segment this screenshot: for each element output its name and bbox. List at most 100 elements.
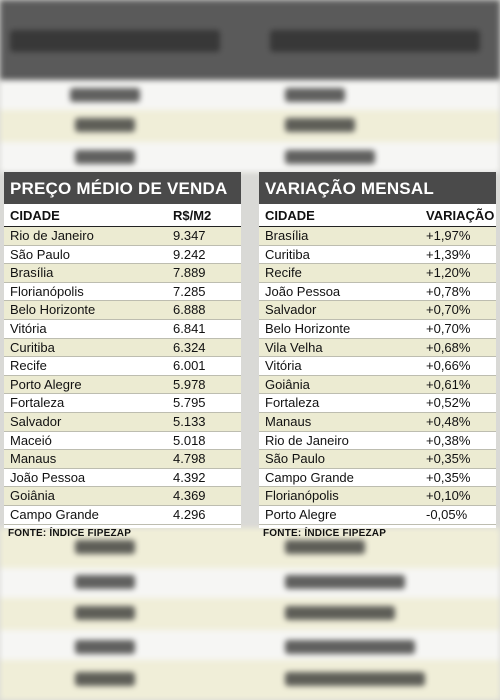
city-cell: Vitória [265, 358, 302, 374]
value-cell: -0,05% [426, 506, 468, 522]
city-cell: Brasília [10, 265, 54, 281]
city-cell: Brasília [265, 228, 309, 243]
city-cell: Manaus [10, 451, 57, 467]
table-row: Fortaleza +0,52% [259, 394, 496, 413]
price-table-header: CIDADE R$/M2 [4, 204, 241, 227]
table-row: Porto Alegre 5.978 [4, 375, 241, 395]
table-row: Manaus 4.798 [4, 450, 241, 469]
value-cell: 7.889 [173, 265, 206, 281]
value-cell: 5.795 [173, 395, 206, 411]
table-row: Maceió 5.018 [4, 431, 241, 451]
value-cell: 6.324 [173, 339, 206, 355]
value-cell: +0,66% [426, 358, 471, 374]
city-column-header: CIDADE [10, 208, 60, 223]
value-cell: 5.018 [173, 432, 206, 448]
value-cell: +0,78% [426, 283, 471, 299]
value-cell: 6.001 [173, 358, 206, 374]
city-cell: Manaus [265, 413, 312, 429]
value-cell: 6.888 [173, 302, 206, 318]
variation-table-title: VARIAÇÃO MENSAL [259, 172, 496, 204]
city-cell: São Paulo [10, 246, 70, 262]
table-row: Vitória +0,66% [259, 357, 496, 376]
city-cell: Vitória [10, 320, 47, 336]
city-cell: Belo Horizonte [265, 320, 351, 336]
value-cell: +0,68% [426, 339, 471, 355]
value-cell: 5.978 [173, 376, 206, 392]
value-cell: +0,10% [426, 488, 471, 504]
city-cell: Maceió [10, 432, 52, 448]
value-cell: 9.347 [173, 228, 206, 243]
value-cell: 4.296 [173, 506, 206, 522]
city-cell: Fortaleza [265, 395, 320, 411]
value-cell: +0,61% [426, 376, 471, 392]
table-row: Fortaleza 5.795 [4, 394, 241, 413]
table-row: São Paulo +0,35% [259, 450, 496, 469]
value-cell: 4.798 [173, 451, 206, 467]
table-row: Goiânia 4.369 [4, 487, 241, 506]
city-cell: Salvador [10, 413, 62, 429]
table-row: Goiânia +0,61% [259, 375, 496, 395]
source-note: FONTE: ÍNDICE FIPEZAP [263, 527, 387, 539]
value-cell: +0,48% [426, 413, 471, 429]
city-cell: João Pessoa [265, 283, 341, 299]
value-cell: 4.392 [173, 469, 206, 485]
table-row: Porto Alegre -0,05% [259, 505, 496, 525]
value-cell: 7.285 [173, 283, 206, 299]
value-cell: +0,35% [426, 451, 471, 467]
city-cell: Belo Horizonte [10, 302, 96, 318]
table-row: Salvador +0,70% [259, 301, 496, 320]
price-table-panel: PREÇO MÉDIO DE VENDA CIDADE R$/M2 Rio de… [4, 172, 241, 539]
city-cell: Fortaleza [10, 395, 65, 411]
table-row: Curitiba +1,39% [259, 245, 496, 265]
city-cell: Florianópolis [10, 283, 84, 299]
table-row: Recife +1,20% [259, 264, 496, 283]
city-cell: Campo Grande [10, 506, 99, 522]
table-row: Campo Grande +0,35% [259, 468, 496, 488]
value-cell: 4.369 [173, 488, 206, 504]
value-cell: +0,70% [426, 320, 471, 336]
table-row: Brasília 7.889 [4, 264, 241, 283]
city-cell: Curitiba [10, 339, 55, 355]
table-row: Salvador 5.133 [4, 412, 241, 432]
city-column-header: CIDADE [265, 208, 315, 223]
city-cell: Rio de Janeiro [265, 432, 349, 448]
value-cell: +0,38% [426, 432, 471, 448]
city-cell: São Paulo [265, 451, 325, 467]
table-row: Belo Horizonte +0,70% [259, 319, 496, 339]
table-row: João Pessoa 4.392 [4, 468, 241, 488]
city-cell: Vila Velha [265, 339, 323, 355]
table-row: Rio de Janeiro +0,38% [259, 431, 496, 451]
city-cell: Florianópolis [265, 488, 339, 504]
table-row: Florianópolis 7.285 [4, 282, 241, 302]
table-row: João Pessoa +0,78% [259, 282, 496, 302]
value-cell: +1,97% [426, 228, 471, 243]
value-cell: 9.242 [173, 246, 206, 262]
variation-table-header: CIDADE VARIAÇÃO [259, 204, 496, 227]
price-column-header: R$/M2 [173, 208, 212, 223]
city-cell: Campo Grande [265, 469, 354, 485]
table-row: Vila Velha +0,68% [259, 338, 496, 358]
table-row: Campo Grande 4.296 [4, 505, 241, 525]
price-table-title: PREÇO MÉDIO DE VENDA [4, 172, 241, 204]
city-cell: Recife [10, 358, 47, 374]
value-cell: +1,20% [426, 265, 471, 281]
table-row: Curitiba 6.324 [4, 338, 241, 358]
value-cell: +0,70% [426, 302, 471, 318]
table-row: Rio de Janeiro 9.347 [4, 227, 241, 246]
value-cell: 6.841 [173, 320, 206, 336]
city-cell: João Pessoa [10, 469, 86, 485]
table-row: Vitória 6.841 [4, 319, 241, 339]
value-cell: +0,35% [426, 469, 471, 485]
city-cell: Curitiba [265, 246, 310, 262]
city-cell: Goiânia [10, 488, 55, 504]
city-cell: Rio de Janeiro [10, 228, 94, 243]
table-row: São Paulo 9.242 [4, 245, 241, 265]
table-row: Manaus +0,48% [259, 412, 496, 432]
city-cell: Salvador [265, 302, 317, 318]
city-cell: Goiânia [265, 376, 310, 392]
price-table-rows: Rio de Janeiro 9.347 São Paulo 9.242 Brasí… [4, 227, 241, 525]
city-cell: Porto Alegre [10, 376, 82, 392]
value-cell: +1,39% [426, 246, 471, 262]
city-cell: Porto Alegre [265, 506, 337, 522]
value-cell: +0,52% [426, 395, 471, 411]
